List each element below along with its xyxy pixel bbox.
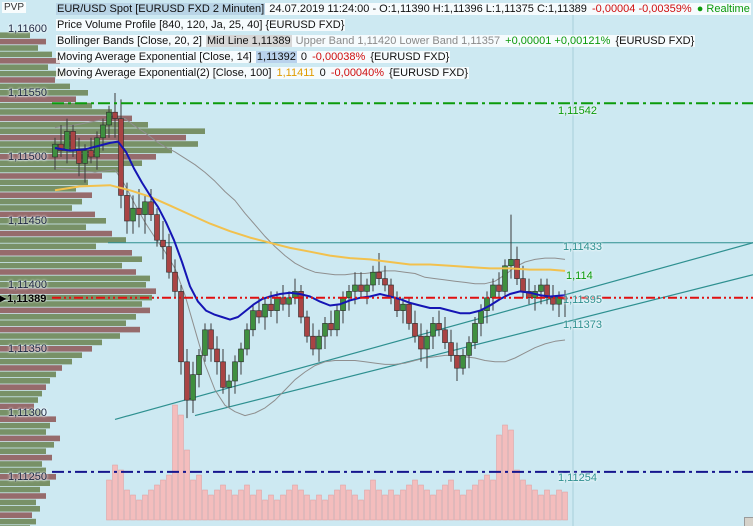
line-value-label: 1,11254 — [558, 472, 597, 484]
bollinger-lower-band — [54, 168, 566, 417]
price-axis-label: 1,11500 — [8, 151, 47, 163]
ema-14-line — [54, 140, 566, 321]
legend-segment: 24.07.2019 11:24:00 - O:1,11390 H:1,1139… — [265, 3, 591, 15]
indicator-legend: EUR/USD Spot [EURUSD FXD 2 Minuten] 24.0… — [56, 2, 751, 82]
line-value-label: 1,114 — [566, 270, 593, 282]
legend-segment: EUR/USD Spot [EURUSD FXD 2 Minuten] — [56, 3, 266, 15]
legend-segment: ● Realtime — [692, 3, 751, 15]
line-value-label: 1,11373 — [563, 319, 602, 331]
legend-row-3[interactable]: Bollinger Bands [Close, 20, 2] Mid Line … — [56, 34, 751, 50]
price-marker-arrow-icon: ▶ — [0, 294, 7, 304]
legend-row-4[interactable]: Moving Average Exponential [Close, 14] 1… — [56, 50, 751, 66]
line-value-label: 1,11395 — [563, 294, 602, 306]
legend-segment: 0 — [296, 51, 312, 63]
ema-100-line — [54, 184, 566, 272]
legend-segment: Mid Line 1,11389 — [205, 35, 292, 47]
legend-segment: +0,00001 +0,00121% — [504, 35, 612, 47]
pvp-label: PVP — [2, 2, 27, 13]
legend-segment: 1,11411 — [275, 67, 316, 79]
legend-segment: Bollinger Bands [Close, 20, 2] — [56, 35, 206, 47]
legend-segment: {EURUSD FXD} — [366, 51, 451, 63]
price-axis-label: 1,11400 — [8, 279, 47, 291]
bollinger-upper-band — [54, 116, 566, 285]
legend-segment: 0 — [315, 67, 330, 79]
price-axis-label: 1,11600 — [8, 23, 47, 35]
candles — [52, 93, 568, 419]
legend-segment: 1,11392 — [255, 51, 297, 63]
scrollbar-corner — [744, 517, 753, 526]
legend-segment: -0,00038% — [311, 51, 367, 63]
legend-segment: Upper Band 1,11420 Lower Band 1,11357 — [291, 35, 505, 47]
price-axis-label: 1,11550 — [8, 87, 47, 99]
line-value-label: 1,11433 — [563, 241, 602, 253]
price-axis-label: 1,11300 — [8, 407, 47, 419]
legend-row-1[interactable]: EUR/USD Spot [EURUSD FXD 2 Minuten] 24.0… — [56, 2, 751, 18]
line-value-label: 1,11542 — [558, 105, 597, 117]
volume-bars — [106, 404, 568, 521]
legend-segment: {EURUSD FXD} — [611, 35, 696, 47]
legend-segment: Price Volume Profile [840, 120, Ja, 25, … — [56, 19, 346, 31]
legend-segment: -0,00040% — [329, 67, 386, 79]
current-price-value: 1,11389 — [7, 293, 47, 306]
legend-segment: {EURUSD FXD} — [385, 67, 469, 79]
current-price-marker: ▶ 1,11389 — [0, 293, 46, 305]
legend-segment: Moving Average Exponential(2) [Close, 10… — [56, 67, 276, 79]
price-axis-label: 1,11350 — [8, 343, 47, 355]
price-axis-label: 1,11250 — [8, 471, 47, 483]
horizontal-price-levels — [52, 102, 753, 473]
legend-segment: Moving Average Exponential [Close, 14] — [56, 51, 256, 63]
legend-row-2[interactable]: Price Volume Profile [840, 120, Ja, 25, … — [56, 18, 751, 34]
legend-segment: -0,00004 -0,00359% — [590, 3, 693, 15]
price-axis-label: 1,11450 — [8, 215, 47, 227]
legend-row-5[interactable]: Moving Average Exponential(2) [Close, 10… — [56, 66, 751, 82]
